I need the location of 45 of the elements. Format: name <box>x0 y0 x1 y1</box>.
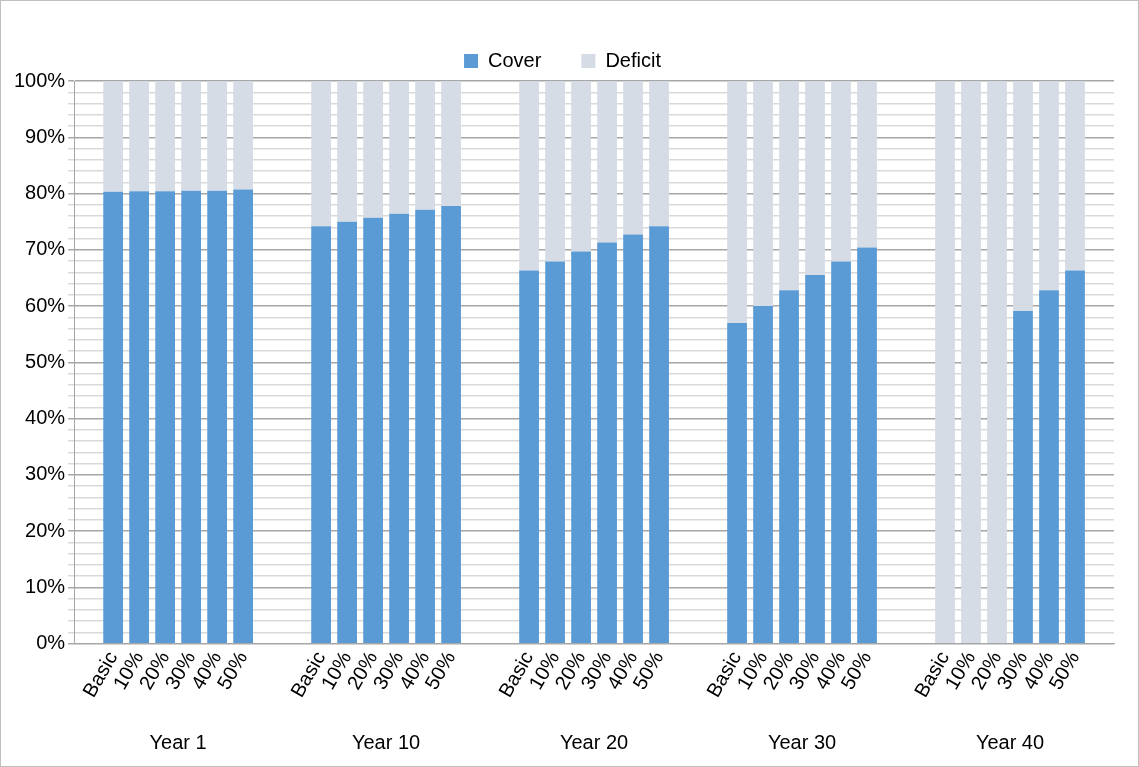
bar <box>415 209 435 643</box>
text: Year 10 <box>352 730 421 753</box>
y-tick-label: 0% <box>36 631 66 654</box>
bar <box>155 191 176 643</box>
y-tick-label: 20% <box>25 518 66 541</box>
bar <box>857 247 877 643</box>
text: Year 20 <box>559 730 629 753</box>
bar <box>753 306 773 643</box>
y-tick-label: 60% <box>25 293 66 316</box>
y-tick-label: 100% <box>14 68 66 91</box>
bar <box>623 234 643 643</box>
bar <box>103 191 124 643</box>
bar <box>441 205 461 643</box>
y-tick-label: 40% <box>25 406 66 429</box>
bar <box>727 322 747 643</box>
bar <box>779 290 799 643</box>
bar <box>545 261 565 643</box>
y-tick-label: 50% <box>25 349 66 372</box>
bar <box>311 226 331 643</box>
y-tick-label: 10% <box>25 574 66 597</box>
text: Year 30 <box>767 730 837 753</box>
bar <box>207 190 228 643</box>
y-tick-label: 30% <box>25 462 66 485</box>
bar <box>571 251 591 643</box>
bar <box>831 261 851 643</box>
bar <box>1065 270 1085 643</box>
y-tick-label: 80% <box>25 181 66 204</box>
text: Year 40 <box>975 730 1045 753</box>
bar <box>597 242 617 643</box>
bar <box>1039 290 1059 643</box>
legend-label: Deficit <box>605 48 662 71</box>
bar <box>649 226 669 643</box>
text: Year 1 <box>149 730 207 753</box>
bar <box>805 275 825 643</box>
bar <box>389 213 409 643</box>
bar <box>337 221 357 643</box>
legend-label: Cover <box>488 48 542 71</box>
bar <box>519 270 539 643</box>
bar <box>1013 311 1033 643</box>
y-tick-label: 90% <box>25 124 66 147</box>
bar <box>233 189 254 643</box>
bar <box>129 191 150 643</box>
bar <box>363 217 383 643</box>
y-tick-label: 70% <box>25 237 66 260</box>
bar <box>181 190 202 643</box>
